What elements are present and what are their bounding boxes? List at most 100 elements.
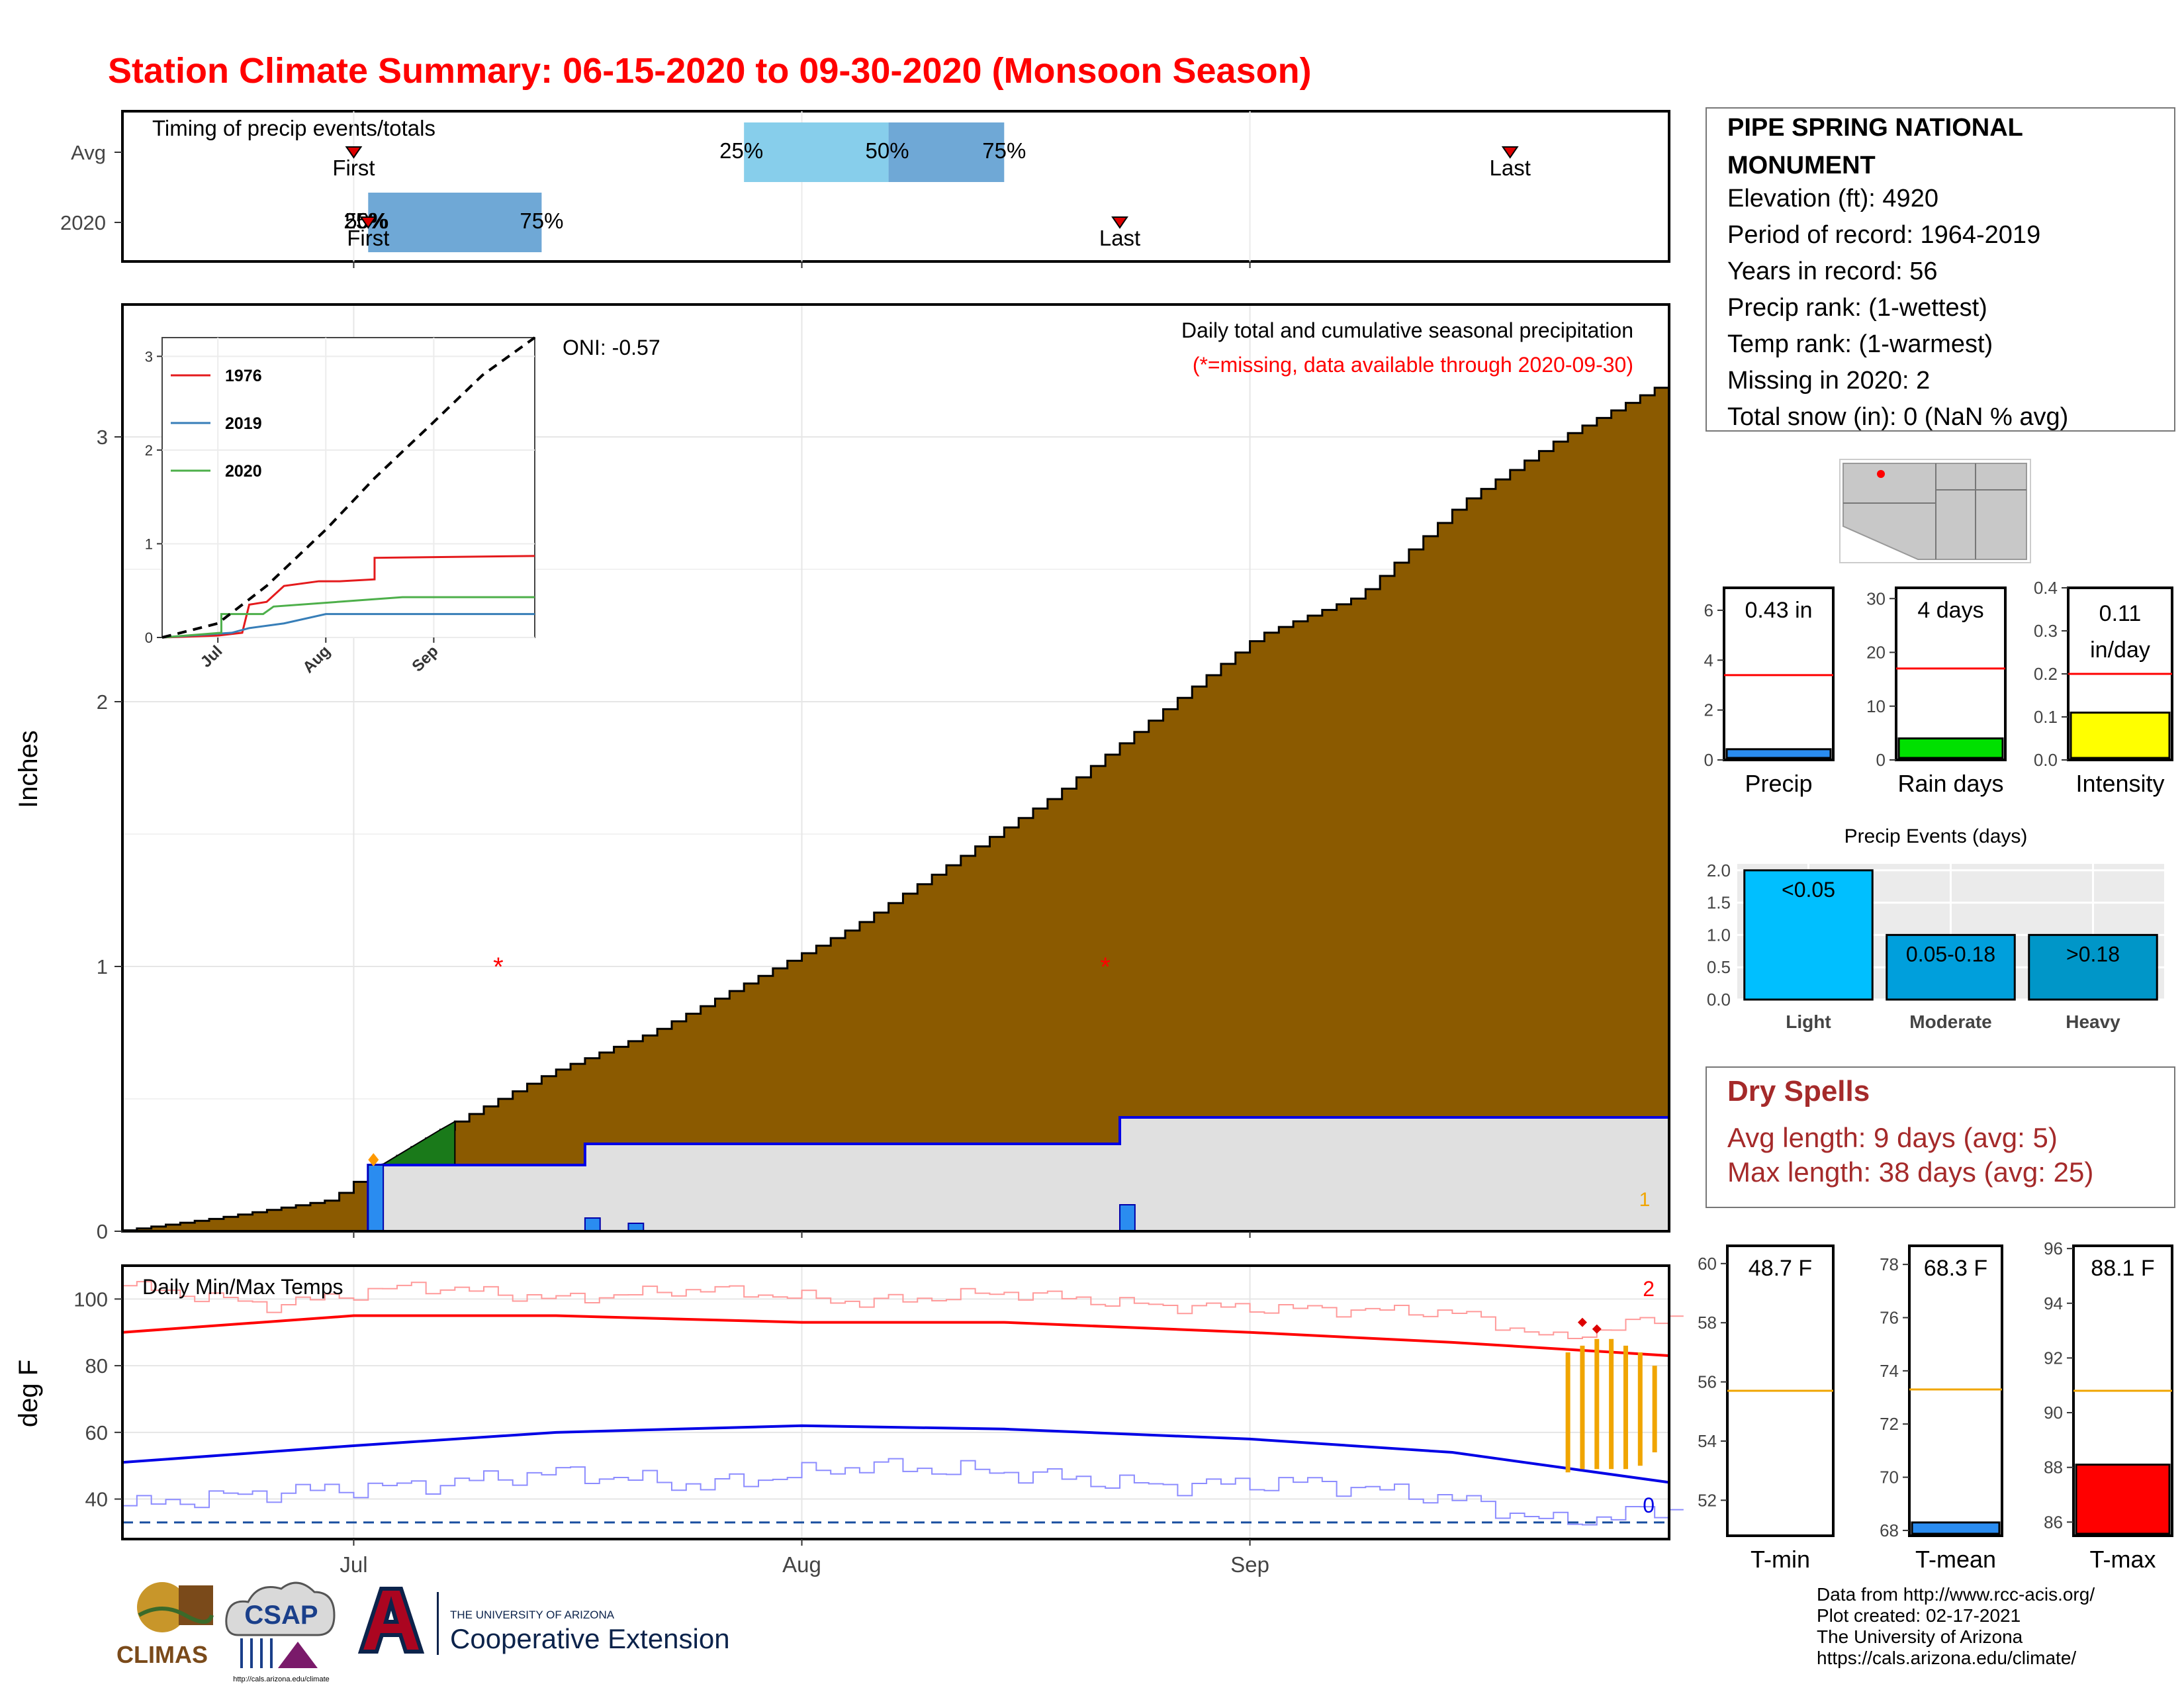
summary-y-tick-label: 86 [2044,1512,2063,1532]
summary-panel-frame [1895,586,2007,761]
summary-y-tick-label: 56 [1698,1372,1717,1392]
climas-logo-text: CLIMAS [116,1641,208,1668]
temps-ylabel: deg F [14,1360,43,1427]
summary-y-tick-label: 94 [2044,1293,2063,1313]
ua-extension-text: Cooperative Extension [450,1623,730,1654]
summary-value-text: 48.7 F [1749,1256,1812,1281]
timing-row-label: 2020 [60,211,106,234]
summary-y-tick-label: 20 [1866,643,1886,663]
missing-day-marker: * [493,953,504,982]
station-info-line: Missing in 2020: 2 [1727,367,1930,395]
csap-logo: CSAP http://cals.arizona.edu/climate [225,1581,336,1683]
timing-label-75: 75% [520,209,563,233]
precip-ylabel: Inches [14,730,43,808]
summary-y-tick-label: 58 [1698,1313,1717,1333]
precip-panel-subtitle: (*=missing, data available through 2020-… [1193,353,1633,377]
credits: Data from http://www.rcc-acis.org/ Plot … [1817,1584,2095,1669]
tmin-average-line [122,1424,1670,1484]
timing-last-marker [1111,216,1128,229]
inset-y-tick-label: 3 [145,348,153,365]
observed-cumulative-area [122,1117,1669,1231]
station-info-line: Total snow (in): 0 (NaN % avg) [1727,403,2068,431]
inset-average-line [161,336,536,639]
timing-box-low [744,122,889,182]
summary-y-tick-label: 70 [1880,1468,1899,1487]
missing-day-marker: * [1100,953,1111,982]
summary-value-text: 4 days [1917,598,1983,623]
locator-map [1839,459,2031,563]
summary-y-tick-label: 0.4 [2034,578,2058,598]
climas-wave-icon [138,1607,214,1624]
first-event-marker [368,1153,379,1166]
figure-title: Station Climate Summary: 06-15-2020 to 0… [108,51,1312,91]
station-info-line: Period of record: 1964-2019 [1727,221,2040,249]
precip-summary-panels: 0 2 4 6 0.43 in Precip 0 10 20 30 4 days Rain days 0… [1704,578,2173,797]
precip-panel-title: Daily total and cumulative seasonal prec… [1181,318,1633,342]
month-tick-label: Aug [782,1552,821,1577]
timing-label-25: 25% [719,138,763,163]
daily-precip-bar [367,1164,385,1232]
summary-y-tick-label: 76 [1880,1307,1899,1327]
summary-y-tick-label: 52 [1698,1490,1717,1510]
inset-legend-label: 2019 [225,414,262,433]
record-high-marker [1592,1324,1602,1334]
month-tick-label: Jul [340,1552,367,1577]
summary-value-text: 88.1 F [2091,1256,2154,1281]
summary-y-tick-label: 74 [1880,1361,1899,1381]
month-tick-label: Sep [1230,1552,1269,1577]
csap-cloud-icon [225,1581,336,1636]
timing-first-label: First [332,156,375,180]
event-bar [1886,933,2016,1001]
map-land [1843,463,2027,560]
temps-panel-title: Daily Min/Max Temps [142,1275,343,1299]
summary-y-tick-label: 96 [2044,1239,2063,1258]
credit-university: The University of Arizona [1817,1626,2023,1647]
summary-value-text: 0.11 [2099,601,2142,626]
summary-value-bar [1897,737,2004,759]
station-name-line2: MONUMENT [1727,152,1876,179]
temps-plot-bg [122,1266,1669,1539]
summary-value-bar [2070,712,2171,759]
timing-first-marker [359,216,377,229]
daily-precip-bar [1119,1204,1136,1232]
dry-spells-box: Dry Spells Avg length: 9 days (avg: 5) M… [1706,1066,2175,1208]
csap-rain-icon [240,1638,273,1668]
inset-legend-label: 2020 [225,462,262,481]
events-y-tick-label: 0.0 [1707,990,1731,1009]
event-bar-label: >0.18 [2066,942,2120,966]
timing-last-label: Last [1099,226,1140,250]
summary-value-bar [2075,1464,2171,1535]
timing-panel: Timing of precip events/totals 25% 50% 75%… [60,110,1670,268]
summary-y-tick-label: 6 [1704,600,1713,620]
timing-last-marker [1501,146,1519,159]
precip-panel: Inches * * 0 1 2 3 Daily total and cumulative … [14,303,1670,1243]
dry-spells-frame [1706,1066,2175,1208]
tmax-average-line [122,1314,1670,1357]
precip-corner-label: 1 [1639,1189,1651,1211]
event-category-label: Heavy [2066,1011,2120,1032]
events-y-tick-label: 1.5 [1707,893,1731,913]
logos: CLIMAS CSAP http://cals.arizona.edu/clim… [116,1581,730,1683]
inset-series-1976 [161,555,535,639]
precip-y-tick-label: 2 [97,690,108,714]
summary-panel-label: T-mean [1915,1546,1996,1573]
station-info-frame [1706,107,2175,432]
summary-y-tick-label: 0 [1704,750,1713,770]
summary-panel-label: T-max [2089,1546,2156,1573]
summary-panel-label: Rain days [1897,770,2003,797]
csap-mountain-icon [278,1642,318,1668]
station-location-dot [1877,470,1885,478]
tmin-observed-line [122,1458,1684,1526]
inset-frame [161,337,535,638]
summary-panel-label: T-min [1751,1546,1810,1573]
timing-first-marker [345,146,363,159]
ua-logo: THE UNIVERSITY OF ARIZONA Cooperative Ex… [357,1587,730,1655]
precip-y-tick-label: 0 [97,1220,108,1243]
inset-legend-label: 1976 [225,367,262,385]
inset-series-2020 [161,596,535,639]
precip-panel-frame [121,303,1670,1233]
temps-corner-bottom: 0 [1643,1493,1655,1517]
event-bar [2028,933,2158,1001]
summary-y-tick-label: 90 [2044,1403,2063,1423]
event-category-label: Moderate [1909,1011,1991,1032]
